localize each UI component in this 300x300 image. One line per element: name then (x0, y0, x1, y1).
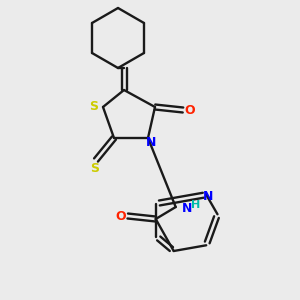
Text: N: N (146, 136, 156, 149)
Text: H: H (191, 200, 200, 210)
Text: O: O (116, 209, 126, 223)
Text: N: N (182, 202, 192, 214)
Text: N: N (203, 190, 213, 203)
Text: S: S (91, 161, 100, 175)
Text: S: S (89, 100, 98, 113)
Text: O: O (185, 103, 195, 116)
